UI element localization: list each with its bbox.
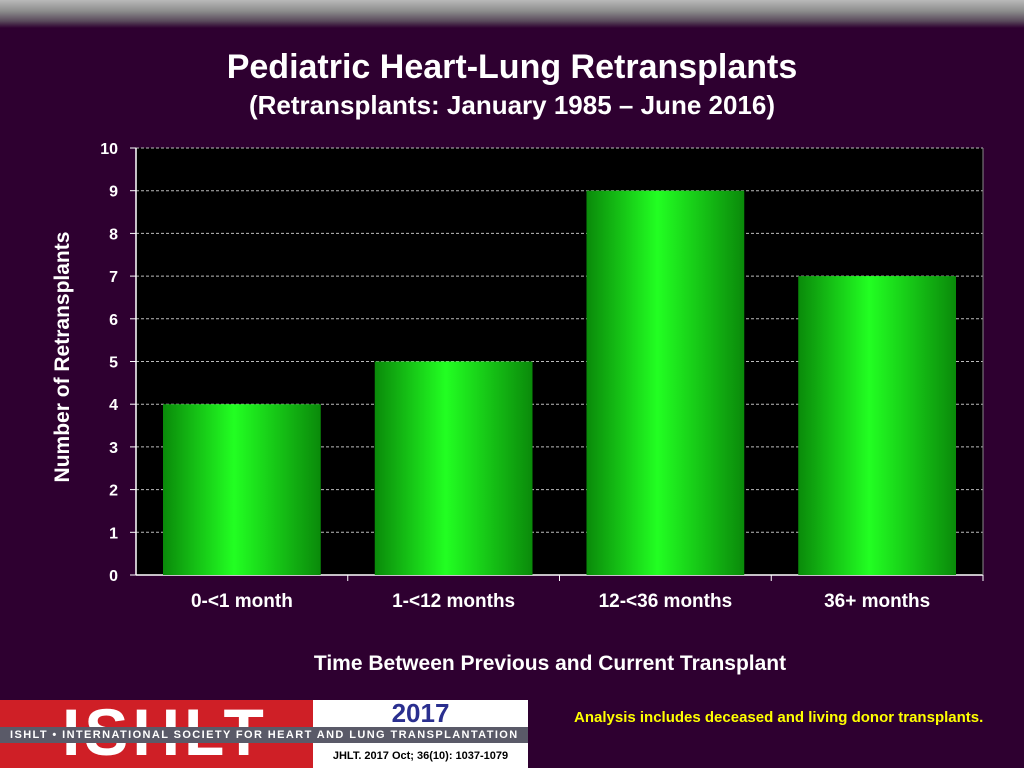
society-banner: ISHLT • INTERNATIONAL SOCIETY FOR HEART … (0, 727, 528, 743)
x-tick-label: 0-<1 month (191, 591, 293, 612)
y-tick-label: 8 (109, 226, 118, 243)
y-tick-label: 5 (109, 355, 118, 372)
y-tick-label: 7 (109, 269, 118, 286)
y-tick-label: 0 (109, 568, 118, 585)
journal-citation: JHLT. 2017 Oct; 36(10): 1037-1079 (332, 750, 509, 762)
report-year: 2017 (391, 698, 450, 728)
chart-title: Pediatric Heart-Lung Retransplants (226, 48, 798, 86)
x-axis-label: Time Between Previous and Current Transp… (313, 652, 787, 675)
y-axis-label: Number of Retransplants (51, 231, 74, 483)
bar (586, 190, 745, 575)
y-tick-label: 4 (109, 397, 118, 414)
bar (374, 361, 533, 575)
y-tick-label: 10 (100, 141, 118, 158)
y-tick-label: 1 (109, 525, 118, 542)
x-tick-label: 1-<12 months (392, 591, 515, 612)
top-gradient-bar (0, 0, 1024, 28)
bar (162, 404, 321, 575)
analysis-note: Analysis includes deceased and living do… (574, 709, 984, 726)
bar (798, 276, 957, 575)
y-tick-label: 3 (109, 440, 118, 457)
y-tick-label: 6 (109, 312, 118, 329)
x-tick-label: 12-<36 months (599, 591, 733, 612)
bar-chart: 0 1 2 3 4 5 6 7 8 9 10 0-<1 month 1-<12 months 12-<36… (100, 141, 984, 612)
y-tick-label: 2 (109, 483, 118, 500)
y-tick-label: 9 (109, 184, 118, 201)
chart-subtitle: (Retransplants: January 1985 – June 2016… (248, 90, 776, 120)
x-tick-label: 36+ months (824, 591, 930, 612)
